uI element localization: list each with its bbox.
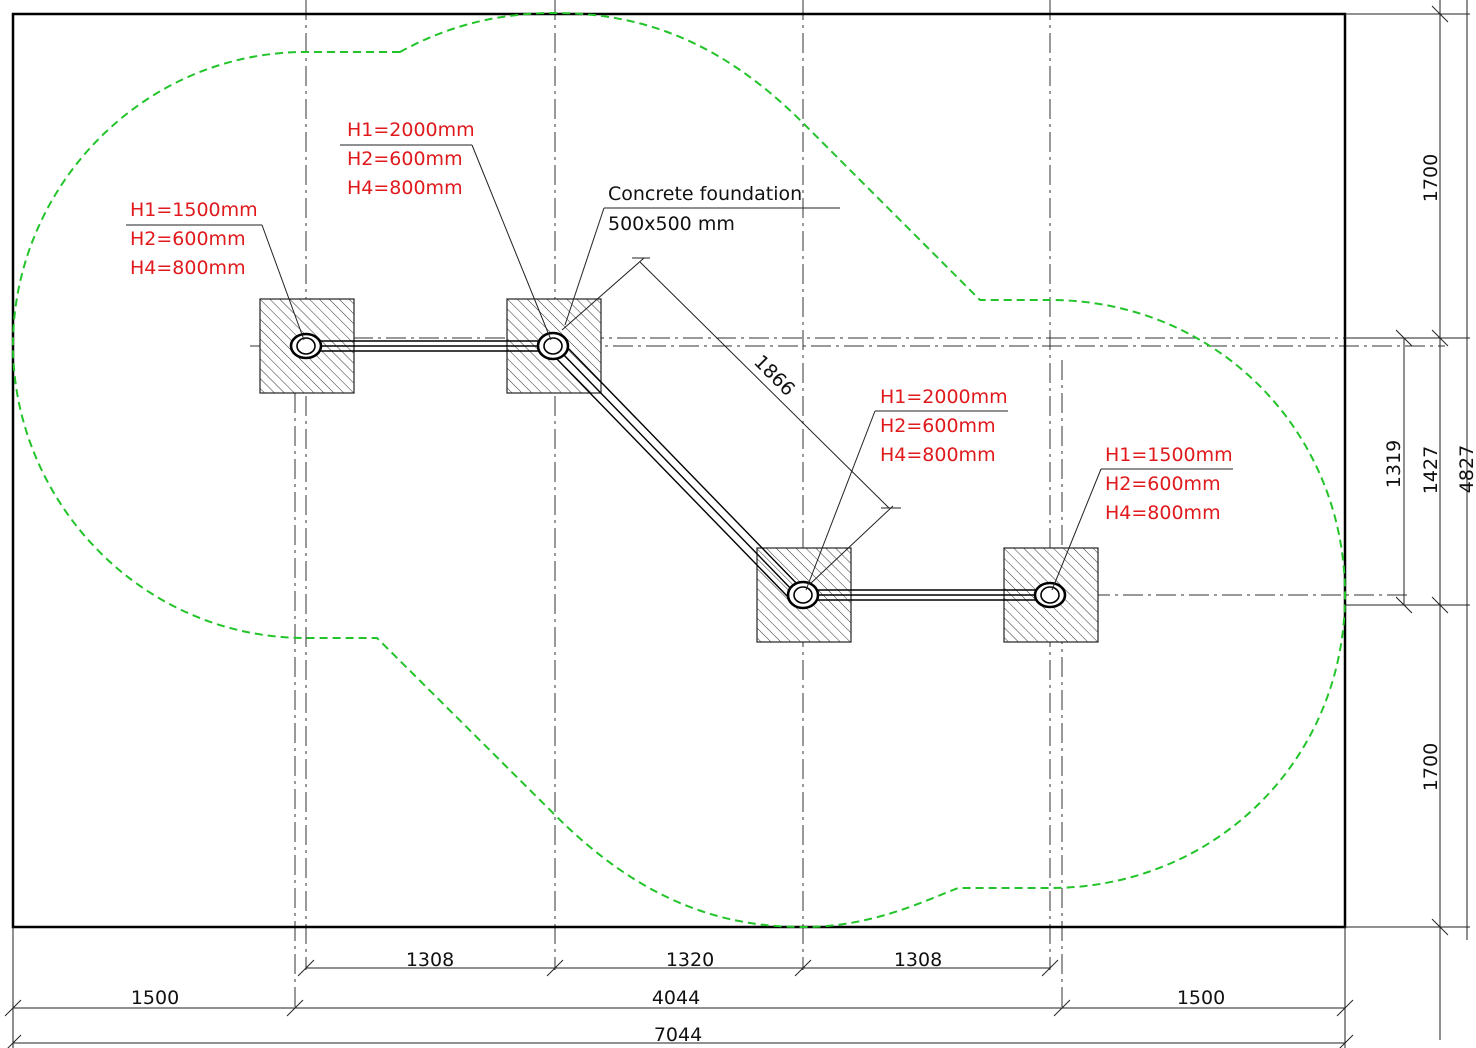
post-1-h1: H1=1500mm xyxy=(130,199,258,221)
post-2 xyxy=(536,331,570,361)
post-1-h2: H2=600mm xyxy=(130,228,246,250)
foundation-note-size: 500x500 mm xyxy=(608,213,735,235)
spec-leader-lines xyxy=(126,144,1233,591)
dim-spacing-3: 1308 xyxy=(894,949,942,971)
post-3-h2: H2=600mm xyxy=(880,415,996,437)
equipment-posts xyxy=(289,331,1067,610)
foundation-note: Concrete foundation 500x500 mm xyxy=(608,183,802,235)
dim-spacing-1: 1308 xyxy=(406,949,454,971)
foundation-note-title: Concrete foundation xyxy=(608,183,802,205)
right-dimension-lines xyxy=(1345,0,1470,1040)
bottom-dimension-lines xyxy=(4,927,1354,1048)
dim-spacing-2: 1320 xyxy=(666,949,714,971)
dim-diagonal: 1866 xyxy=(749,351,799,401)
foundation-note-leader xyxy=(564,207,840,326)
post-4-h2: H2=600mm xyxy=(1105,473,1221,495)
post-3-spec: H1=2000mm H2=600mm H4=800mm xyxy=(880,386,1008,466)
dim-right-margin: 1500 xyxy=(1177,987,1225,1009)
post-4 xyxy=(1033,581,1067,609)
center-axis-lines xyxy=(250,0,1445,1008)
dim-left-margin: 1500 xyxy=(131,987,179,1009)
post-2-h4: H4=800mm xyxy=(347,177,463,199)
dim-total-height: 4827 xyxy=(1456,445,1476,493)
equipment-bars xyxy=(320,340,1036,601)
post-4-h4: H4=800mm xyxy=(1105,502,1221,524)
dim-inner-height-b: 1427 xyxy=(1420,446,1442,494)
post-3-h1: H1=2000mm xyxy=(880,386,1008,408)
diagonal-dimension xyxy=(561,257,901,585)
post-3-h4: H4=800mm xyxy=(880,444,996,466)
post-4-h1: H1=1500mm xyxy=(1105,444,1233,466)
dim-top-height: 1700 xyxy=(1420,154,1442,202)
post-3 xyxy=(786,580,820,610)
post-2-h1: H1=2000mm xyxy=(347,119,475,141)
site-boundary xyxy=(11,12,1347,929)
post-1-h4: H4=800mm xyxy=(130,257,246,279)
dim-inner-height-a: 1319 xyxy=(1383,440,1405,488)
dim-bottom-height: 1700 xyxy=(1420,743,1442,791)
post-1 xyxy=(289,332,323,360)
dim-center-span: 4044 xyxy=(652,987,700,1009)
safety-zone-outline xyxy=(11,11,1347,929)
post-2-spec: H1=2000mm H2=600mm H4=800mm xyxy=(347,119,475,199)
post-2-h2: H2=600mm xyxy=(347,148,463,170)
dim-total-width: 7044 xyxy=(654,1024,702,1046)
post-1-spec: H1=1500mm H2=600mm H4=800mm xyxy=(130,199,258,279)
post-4-spec: H1=1500mm H2=600mm H4=800mm xyxy=(1105,444,1233,524)
